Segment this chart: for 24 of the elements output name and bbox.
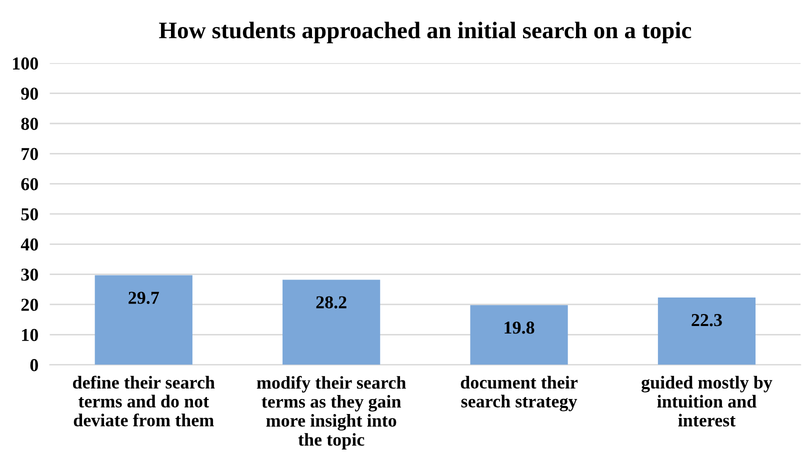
y-tick-label: 40 — [20, 238, 38, 251]
x-tick-label: document their search strategy — [460, 376, 578, 412]
data-label: 29.7 — [128, 292, 159, 304]
x-tick-label: guided mostly by intuition and interest — [642, 376, 772, 427]
bar — [282, 280, 380, 365]
x-tick-label: modify their search terms as they gain more insight into the topic — [256, 376, 406, 450]
y-tick-label: 70 — [22, 148, 38, 160]
bar — [94, 275, 192, 365]
y-tick-label: 60 — [21, 178, 38, 190]
y-tick-label: 90 — [21, 88, 38, 100]
chart-title: How students approached an initial search on a topic — [159, 22, 692, 44]
y-tick-label: 20 — [21, 298, 38, 311]
y-tick-label: 10 — [22, 328, 38, 342]
y-tick-label: 50 — [21, 208, 38, 220]
y-tick-label: 30 — [21, 268, 38, 281]
y-tick-label: 100 — [13, 57, 38, 70]
data-label: 19.8 — [504, 322, 534, 334]
bar — [470, 305, 568, 365]
x-tick-label: define their search terms and do not deviate from them — [72, 376, 215, 426]
data-label: 22.3 — [692, 314, 722, 326]
bar — [658, 298, 756, 365]
data-label: 28.2 — [316, 296, 346, 308]
y-tick-label: 80 — [21, 118, 38, 130]
y-tick-label: 0 — [30, 359, 38, 372]
